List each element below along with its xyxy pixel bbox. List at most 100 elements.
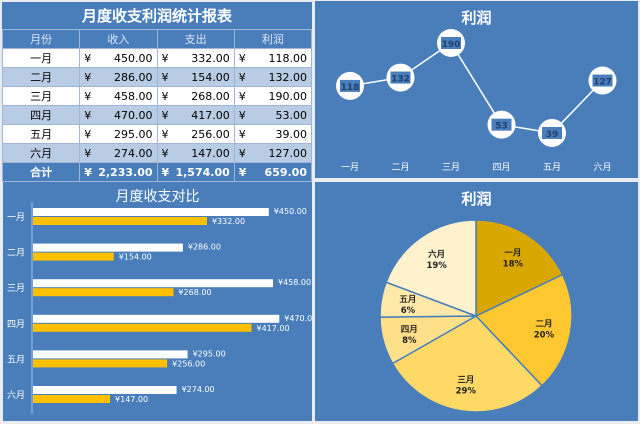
data-label-box — [491, 118, 512, 131]
pie-category-label: 五月 — [399, 295, 416, 305]
pie-category-label: 四月 — [401, 325, 418, 335]
income-data-label: ¥274.00 — [182, 385, 215, 394]
data-label: 118 — [341, 83, 360, 93]
pie-percent-label: 6% — [401, 306, 416, 316]
currency-symbol: ¥ — [84, 89, 92, 103]
data-label: 190 — [442, 40, 461, 50]
expense-data-label: ¥332.00 — [212, 217, 245, 226]
table-row: 四月 ¥470.00 ¥417.00 ¥53.00 — [1, 105, 313, 125]
expense-bar — [33, 252, 114, 261]
expense-data-label: ¥256.00 — [172, 359, 205, 368]
income-cell: 470.00 — [114, 108, 153, 122]
y-tick-label: 六月 — [7, 389, 25, 401]
income-cell: 450.00 — [114, 51, 153, 65]
x-tick-label: 一月 — [341, 162, 359, 173]
header-profit: 利润 — [233, 29, 313, 49]
currency-symbol: ¥ — [238, 51, 246, 65]
month-cell: 三月 — [1, 86, 81, 106]
y-tick-label: 三月 — [7, 283, 25, 294]
profit-cell: 127.00 — [268, 146, 308, 160]
income-bar — [33, 386, 177, 394]
currency-symbol: ¥ — [161, 127, 169, 141]
currency-symbol: ¥ — [238, 70, 246, 84]
data-label-box — [592, 74, 613, 87]
profit-cell: 39.00 — [275, 127, 308, 141]
income-expense-bar-chart: 月度收支对比 一月 ¥450.00 ¥332.00 二月 ¥286.00 ¥154.00 三… — [3, 182, 312, 421]
income-data-label: ¥286.00 — [188, 243, 221, 252]
currency-symbol: ¥ — [84, 70, 92, 84]
expense-data-label: ¥417.00 — [257, 324, 290, 333]
currency-symbol: ¥ — [238, 146, 246, 160]
income-cell: 274.00 — [114, 146, 153, 160]
expense-cell: 417.00 — [191, 108, 230, 122]
month-cell: 六月 — [1, 143, 81, 163]
y-tick-label: 四月 — [7, 319, 25, 330]
currency-symbol: ¥ — [84, 127, 92, 141]
currency-symbol: ¥ — [238, 108, 246, 122]
currency-symbol: ¥ — [238, 127, 246, 141]
income-data-label: ¥295.00 — [193, 349, 226, 358]
data-label: 39 — [546, 130, 559, 140]
x-tick-label: 五月 — [543, 162, 561, 173]
expense-bar — [33, 359, 168, 368]
currency-symbol: ¥ — [84, 108, 92, 122]
data-label-box — [441, 37, 461, 49]
table-row: 五月 ¥295.00 ¥256.00 ¥39.00 — [1, 124, 313, 144]
table-row: 一月 ¥450.00 ¥332.00 ¥118.00 — [1, 48, 313, 68]
pie-slice — [475, 219, 564, 318]
expense-bar — [33, 288, 174, 297]
profit-report-table: 月度收支利润统计报表 月份 收入 支出 利润 一月 ¥450.00 ¥332.00 ¥… — [1, 2, 313, 182]
currency-symbol: ¥ — [161, 108, 169, 122]
income-cell: 286.00 — [114, 70, 153, 84]
x-tick-label: 四月 — [492, 162, 510, 173]
expense-cell: 256.00 — [191, 127, 230, 141]
table-row: 三月 ¥458.00 ¥268.00 ¥190.00 — [1, 86, 313, 106]
y-tick-label: 二月 — [7, 248, 25, 259]
table-row: 二月 ¥286.00 ¥154.00 ¥132.00 — [1, 67, 313, 87]
month-cell: 五月 — [1, 124, 81, 144]
currency-symbol: ¥ — [161, 51, 169, 65]
income-bar — [33, 208, 269, 216]
table-title: 月度收支利润统计报表 — [2, 2, 312, 30]
x-tick-label: 六月 — [593, 161, 611, 173]
pie-slice — [474, 273, 573, 387]
expense-data-label: ¥268.00 — [178, 288, 211, 297]
profit-line — [349, 41, 604, 134]
income-bar — [33, 243, 183, 252]
pie-percent-label: 8% — [402, 336, 417, 346]
income-cell: 458.00 — [114, 89, 153, 103]
currency-symbol: ¥ — [238, 165, 247, 179]
y-tick-label: 一月 — [7, 212, 25, 223]
total-label: 合计 — [1, 162, 81, 182]
pie-category-label: 一月 — [504, 249, 521, 259]
pie-category-label: 六月 — [428, 249, 445, 260]
pie-slice — [385, 219, 477, 318]
currency-symbol: ¥ — [161, 165, 170, 179]
month-cell: 二月 — [1, 67, 81, 87]
income-bar — [33, 314, 280, 323]
total-profit: 659.00 — [264, 165, 307, 179]
header-income: 收入 — [79, 29, 158, 49]
month-cell: 四月 — [1, 105, 81, 125]
data-label-box — [542, 126, 562, 139]
income-data-label: ¥450.00 — [274, 207, 307, 216]
table-row: 六月 ¥274.00 ¥147.00 ¥127.00 — [1, 143, 313, 163]
expense-bar — [33, 395, 111, 403]
currency-symbol: ¥ — [84, 51, 92, 65]
total-income: 2,233.00 — [98, 165, 153, 179]
expense-cell: 154.00 — [191, 70, 230, 84]
header-expense: 支出 — [156, 29, 235, 49]
pie-category-label: 三月 — [457, 375, 474, 385]
expense-cell: 332.00 — [191, 51, 230, 65]
currency-symbol: ¥ — [161, 146, 169, 160]
pie-percent-label: 19% — [426, 261, 447, 271]
expense-data-label: ¥154.00 — [119, 253, 152, 262]
profit-cell: 132.00 — [268, 70, 308, 84]
line-chart-title: 利润 — [461, 9, 492, 27]
month-cell: 一月 — [1, 48, 81, 68]
header-month: 月份 — [1, 29, 81, 49]
profit-pie-chart: 利润 一月 18% 二月 20% 三月 29% 四月 8% 五月 6% 六月 19% — [315, 182, 638, 421]
pie-category-label: 二月 — [535, 320, 552, 330]
profit-cell: 53.00 — [275, 108, 308, 122]
expense-data-label: ¥147.00 — [115, 395, 148, 404]
